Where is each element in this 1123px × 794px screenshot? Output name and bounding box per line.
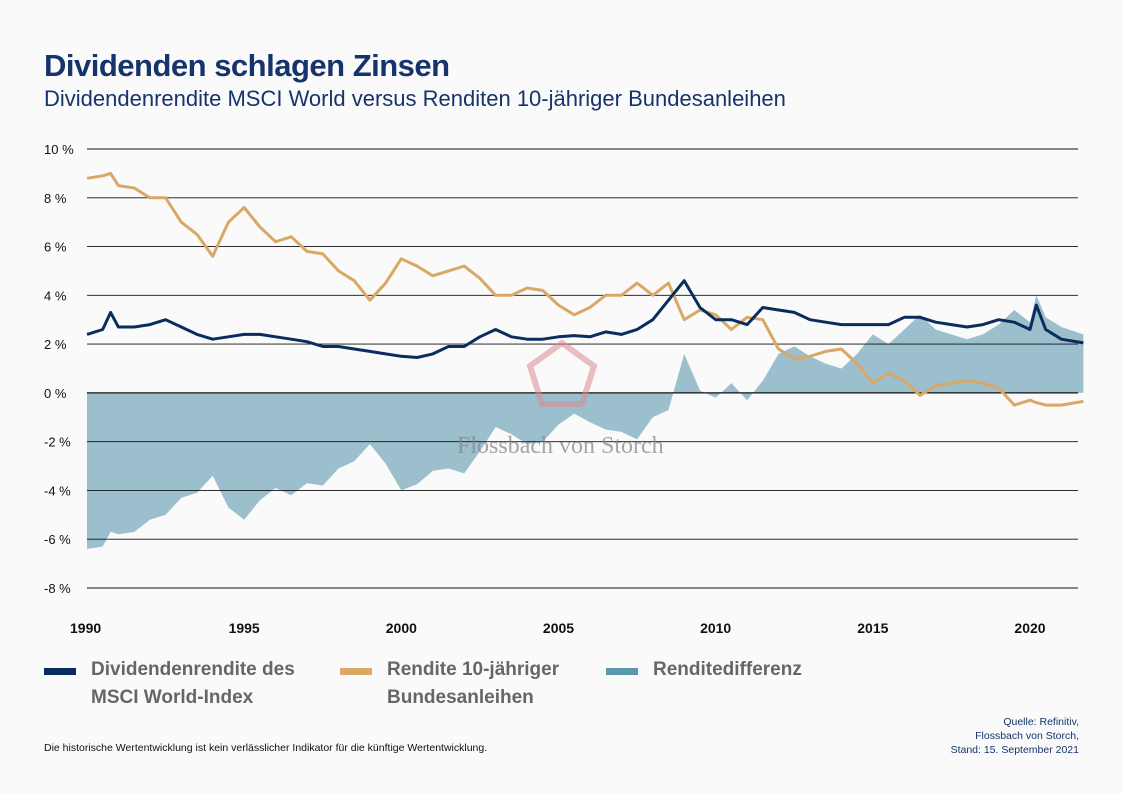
x-tick-label: 2015 <box>857 620 888 636</box>
watermark-logo: Flossbach von Storch <box>457 339 664 459</box>
legend-swatch <box>606 668 638 675</box>
y-tick-label: 2 % <box>44 337 67 352</box>
y-tick-label: 0 % <box>44 386 67 401</box>
difference-area-layer <box>87 295 1084 549</box>
legend-item-bund: Rendite 10-jähriger Bundesanleihen <box>340 656 587 712</box>
x-tick-label: 2000 <box>386 620 417 636</box>
legend-item-dividend: Dividendenrendite des MSCI World-Index <box>44 656 311 712</box>
legend-swatch <box>340 668 372 675</box>
disclaimer: Die historische Wertentwicklung ist kein… <box>44 742 488 754</box>
source-note: Quelle: Refinitiv, Flossbach von Storch,… <box>951 715 1079 757</box>
legend-item-difference: Renditedifferenz <box>606 656 893 684</box>
legend-swatch <box>44 668 76 675</box>
bund-yield-line <box>86 171 1084 407</box>
watermark-text: Flossbach von Storch <box>457 433 664 459</box>
y-tick-label: 4 % <box>44 288 67 303</box>
legend-label: Dividendenrendite des MSCI World-Index <box>91 659 295 708</box>
y-tick-label: -8 % <box>44 581 71 596</box>
y-tick-label: -4 % <box>44 483 71 498</box>
chart: Flossbach von Storch 10 % 8 % 6 % 4 % 2 % 0 %… <box>44 142 1084 636</box>
x-tick-label: 2010 <box>700 620 731 636</box>
page-title: Dividenden schlagen Zinsen <box>44 48 450 83</box>
y-tick-label: 10 % <box>44 142 74 157</box>
x-tick-label: 1995 <box>229 620 260 636</box>
x-tick-label: 2005 <box>543 620 574 636</box>
y-tick-label: -2 % <box>44 435 71 450</box>
legend-label: Rendite 10-jähriger Bundesanleihen <box>387 659 560 708</box>
line-layer <box>86 171 1084 407</box>
dividend-yield-line <box>86 279 1084 359</box>
legend-label: Renditedifferenz <box>653 659 802 680</box>
y-tick-label: -6 % <box>44 532 71 547</box>
y-tick-label: 8 % <box>44 191 67 206</box>
source-date: Stand: 15. September 2021 <box>950 744 1079 756</box>
source-line: Flossbach von Storch, <box>975 730 1079 742</box>
difference-area <box>87 295 1084 549</box>
source-line: Quelle: Refinitiv, <box>1003 716 1079 728</box>
page-subtitle: Dividendenrendite MSCI World versus Rend… <box>44 86 786 111</box>
gridlines <box>87 148 1078 589</box>
x-tick-label: 1990 <box>70 620 101 636</box>
y-tick-label: 6 % <box>44 240 67 255</box>
x-tick-label: 2020 <box>1014 620 1045 636</box>
axis-labels: 10 % 8 % 6 % 4 % 2 % 0 % -2 % -4 % -6 % -8 % 1990 1… <box>44 142 1046 636</box>
